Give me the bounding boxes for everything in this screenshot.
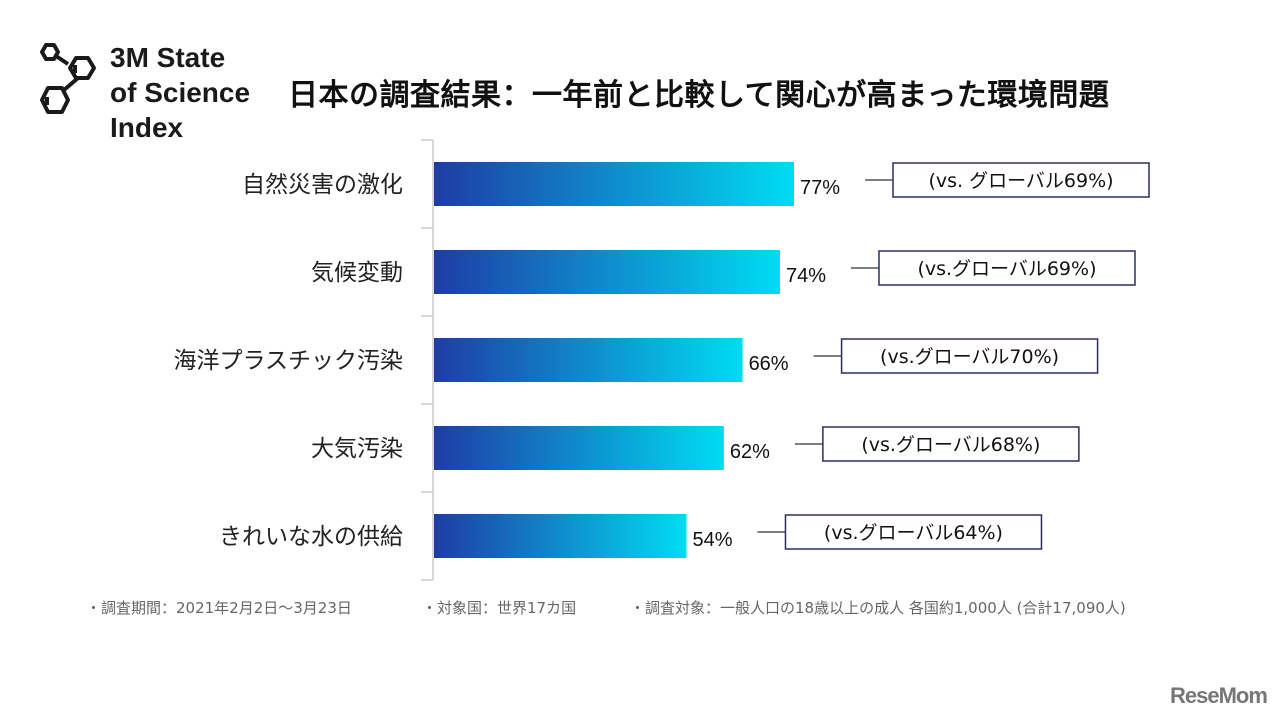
footnote-countries: ・対象国：世界17カ国 [422, 599, 577, 617]
logo-line: of Science [110, 77, 251, 108]
category-label: 海洋プラスチック汚染 [173, 348, 403, 374]
global-comparison-box [878, 250, 1136, 286]
molecule-logo-icon [40, 43, 96, 114]
category-label: 大気汚染 [311, 436, 403, 462]
footnote-period: ・調査期間：2021年2月2日〜3月23日 [86, 599, 352, 617]
global-comparison-label: (vs.グローバル68%) [861, 434, 1040, 456]
logo-line: Index [110, 112, 184, 143]
logo-text: 3M State of Science Index [110, 40, 250, 145]
global-comparison-label: (vs.グローバル70%) [880, 346, 1059, 368]
global-comparison-box [840, 338, 1099, 374]
category-label: 自然災害の激化 [242, 172, 403, 198]
value-label: 77% [800, 177, 840, 199]
chart-title: 日本の調査結果：一年前と比較して関心が高まった環境問題 [288, 78, 1110, 113]
bar [434, 514, 687, 558]
footnote-target: ・調査対象：一般人口の18歳以上の成人 各国約1,000人 (合計17,090人… [630, 599, 1126, 617]
value-label: 62% [730, 441, 770, 463]
category-label: 気候変動 [311, 260, 403, 286]
value-label: 66% [749, 353, 789, 375]
logo-line: 3M State [110, 42, 226, 73]
bar [434, 338, 743, 382]
value-label: 54% [692, 529, 732, 551]
category-label: きれいな水の供給 [219, 524, 403, 550]
global-comparison-label: (vs.グローバル69%) [917, 258, 1096, 280]
bar [434, 250, 780, 294]
value-label: 74% [786, 265, 826, 287]
global-comparison-label: (vs.グローバル64%) [824, 522, 1003, 544]
global-comparison-label: (vs. グローバル69%) [928, 170, 1113, 192]
global-comparison-box [784, 514, 1043, 550]
resemom-logo: ReseMom [1170, 683, 1268, 708]
global-comparison-box [892, 162, 1150, 198]
bar [434, 426, 724, 470]
bar [434, 162, 794, 206]
global-comparison-box [822, 426, 1080, 462]
